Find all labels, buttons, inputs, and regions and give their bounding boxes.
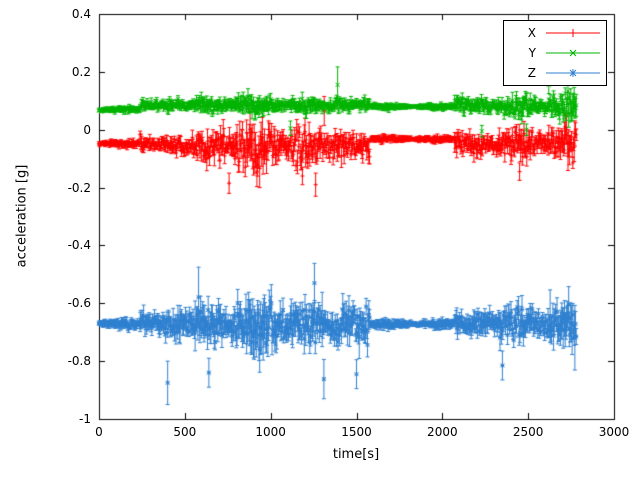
x-tick-label: 500 — [173, 425, 197, 439]
y-tick-label: 0.2 — [71, 64, 91, 79]
legend-sample-0 — [545, 27, 601, 39]
x-tick-label: 3000 — [598, 425, 630, 439]
y-tick-label: 0.4 — [71, 7, 91, 21]
legend-entry-y: Y — [504, 43, 606, 63]
x-axis-label: time[s] — [332, 447, 380, 462]
legend-label-x: X — [527, 26, 536, 40]
y-axis-label: acceleration [g] — [14, 164, 30, 268]
legend: X Y Z — [503, 20, 607, 86]
y-tick-label: -1 — [79, 412, 91, 426]
y-tick-label: -0.4 — [67, 238, 91, 253]
y-tick-label: 0 — [83, 122, 91, 137]
legend-sample-2 — [545, 67, 601, 79]
y-tick-label: -0.6 — [67, 296, 91, 311]
x-tick-label: 0 — [95, 425, 103, 439]
legend-entry-x: X — [504, 23, 606, 43]
x-tick-label: 1500 — [341, 425, 372, 439]
legend-label-y: Y — [528, 46, 536, 60]
legend-entry-z: Z — [504, 63, 606, 83]
legend-label-z: Z — [527, 66, 536, 80]
x-tick-label: 2000 — [427, 425, 458, 439]
x-tick-label: 2500 — [512, 425, 544, 439]
y-tick-label: -0.2 — [67, 180, 91, 195]
y-tick-label: -0.8 — [67, 354, 91, 369]
x-tick-label: 1000 — [255, 425, 286, 439]
legend-sample-1 — [545, 47, 601, 59]
